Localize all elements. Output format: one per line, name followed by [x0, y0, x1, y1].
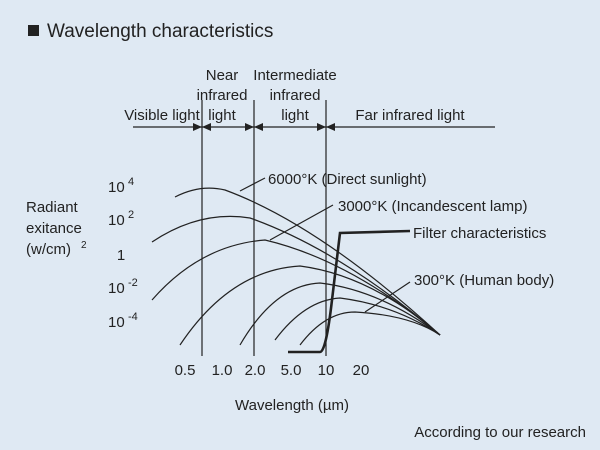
x-tick-label: 2.0 — [245, 362, 266, 379]
region-label: Intermediate — [253, 67, 336, 84]
y-tick-label: 1 — [117, 247, 125, 264]
annotation: 3000°K (Incandescent lamp) — [338, 198, 527, 215]
y-axis-label-sup: 2 — [81, 240, 87, 251]
region-label: infrared — [197, 87, 248, 104]
y-tick-exp: 4 — [128, 176, 134, 188]
x-tick-label: 1.0 — [212, 362, 233, 379]
x-tick-label: 10 — [318, 362, 335, 379]
curves — [151, 187, 441, 346]
footer: According to our research — [414, 424, 586, 441]
title-bullet — [28, 25, 39, 36]
x-axis-label: Wavelength (µm) — [235, 397, 349, 414]
arrowheads — [193, 123, 335, 131]
leaders — [239, 177, 411, 313]
y-tick-exp: -4 — [128, 311, 138, 323]
filter-curve — [288, 229, 411, 354]
title: Wavelength characteristics — [47, 21, 273, 42]
y-tick-label: 10 — [108, 179, 125, 196]
y-axis-label: (w/cm) — [26, 241, 71, 258]
annotation: Filter characteristics — [413, 225, 546, 242]
annotation: 300°K (Human body) — [414, 272, 554, 289]
y-tick-exp: 2 — [128, 209, 134, 221]
y-axis-label: Radiant — [26, 199, 79, 216]
y-tick-label: 10 — [108, 280, 125, 297]
region-label: infrared — [270, 87, 321, 104]
x-tick-label: 5.0 — [281, 362, 302, 379]
region-label: Visible light — [124, 107, 200, 124]
y-tick-label: 10 — [108, 314, 125, 331]
x-tick-label: 20 — [353, 362, 370, 379]
annotation: 6000°K (Direct sunlight) — [268, 171, 427, 188]
y-axis-label: exitance — [26, 220, 82, 237]
region-label: Near — [206, 67, 239, 84]
region-label: light — [281, 107, 309, 124]
region-label: Far infrared light — [355, 107, 465, 124]
x-tick-label: 0.5 — [175, 362, 196, 379]
region-label: light — [208, 107, 236, 124]
y-tick-exp: -2 — [128, 277, 138, 289]
y-tick-label: 10 — [108, 212, 125, 229]
